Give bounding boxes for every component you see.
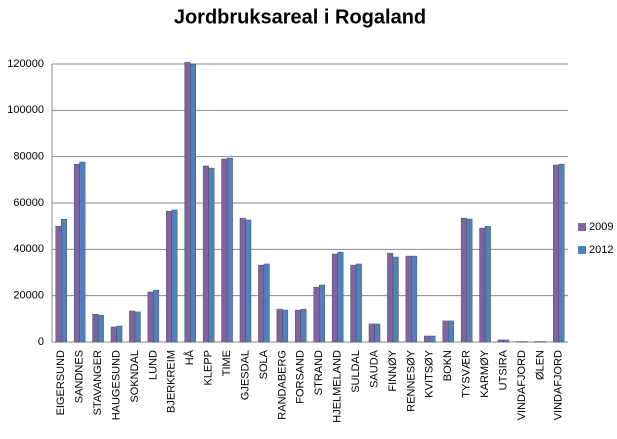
bar <box>171 209 178 343</box>
bar <box>319 284 325 343</box>
bar <box>239 217 246 343</box>
bar <box>295 309 301 343</box>
x-tick-label: KARMØY <box>479 349 491 397</box>
x-tick-label: STAVANGER <box>92 350 104 415</box>
bar <box>558 163 565 343</box>
chart-title: Jordbruksareal i Rogaland <box>174 6 426 28</box>
y-tick-label: 80000 <box>13 151 44 163</box>
y-tick-label: 100000 <box>7 104 44 116</box>
x-tick-label: FORSAND <box>295 350 307 404</box>
y-tick-label: 120000 <box>7 58 44 70</box>
x-tick-label: TIME <box>221 350 233 376</box>
x-tick-label: BOKN <box>442 350 454 381</box>
x-tick-label: SAUDA <box>368 349 380 388</box>
bar <box>405 255 412 343</box>
x-tick-label: STRAND <box>313 350 325 395</box>
legend-swatch <box>578 223 586 231</box>
x-tick-label: SULDAL <box>350 350 362 393</box>
bar <box>355 263 362 343</box>
x-tick-label: KLEPP <box>203 350 215 385</box>
x-tick-label: SOKNDAL <box>129 350 141 403</box>
y-tick-label: 60000 <box>13 197 44 209</box>
x-tick-label: HAUGESUND <box>110 350 122 420</box>
x-tick-label: RENNESØY <box>405 349 417 411</box>
x-tick-label: RANDABERG <box>276 350 288 420</box>
bar <box>73 163 80 343</box>
bar <box>331 253 338 343</box>
bar <box>147 291 154 343</box>
bar <box>134 311 141 343</box>
x-tick-label: TYSVÆR <box>461 350 473 398</box>
bar <box>442 320 449 343</box>
x-tick-label: LUND <box>147 350 159 380</box>
bar <box>424 335 430 343</box>
x-tick-label: VINDAFJORD <box>553 350 565 420</box>
bar <box>55 225 62 343</box>
bar <box>282 309 289 343</box>
bar <box>429 335 436 343</box>
bar <box>313 286 320 343</box>
bar <box>129 310 136 343</box>
bar <box>350 264 357 343</box>
x-tick-label: GJESDAL <box>239 350 251 400</box>
bar <box>392 256 399 343</box>
legend-label: 2009 <box>589 221 613 233</box>
bar <box>110 326 117 343</box>
bar <box>153 289 160 343</box>
x-tick-label: UTSIRA <box>497 349 509 390</box>
bar <box>258 264 265 343</box>
bar <box>190 63 196 343</box>
bar <box>411 255 418 343</box>
legend-label: 2012 <box>589 244 613 256</box>
x-tick-label: EIGERSUND <box>55 350 67 415</box>
y-tick-label: 20000 <box>13 290 44 302</box>
bar <box>276 308 283 343</box>
bar <box>97 314 104 343</box>
bar <box>553 164 559 343</box>
y-tick-label: 0 <box>38 336 44 348</box>
bar <box>300 308 307 343</box>
bar <box>226 157 233 343</box>
bar <box>460 217 467 343</box>
bar <box>202 165 209 343</box>
x-tick-label: KVITSØY <box>424 349 436 397</box>
bar <box>92 314 99 343</box>
x-tick-label: HÅ <box>183 349 196 365</box>
x-tick-label: HJELMELAND <box>332 350 344 423</box>
bar <box>497 339 504 343</box>
x-tick-label: VINDAFJORD <box>516 350 528 420</box>
bar <box>116 325 123 343</box>
bar <box>479 227 486 343</box>
bar <box>448 320 454 343</box>
bar <box>245 219 252 343</box>
x-tick-label: SOLA <box>258 349 270 379</box>
bar <box>387 252 394 343</box>
bar <box>166 210 172 343</box>
bar <box>61 219 67 343</box>
bar <box>208 167 215 343</box>
bar <box>337 251 344 343</box>
x-tick-label: SANDNES <box>74 350 86 403</box>
bar <box>374 323 381 343</box>
legend-swatch <box>578 246 586 254</box>
bar <box>79 161 86 343</box>
x-tick-label: FINNØY <box>387 349 399 391</box>
bar <box>221 158 228 343</box>
bar <box>263 263 270 343</box>
bar <box>484 225 491 343</box>
bar <box>503 339 510 343</box>
bar <box>368 323 375 343</box>
x-tick-label: BJERKREIM <box>166 350 178 413</box>
y-tick-label: 40000 <box>13 243 44 255</box>
x-tick-label: ØLEN <box>534 350 546 380</box>
bar <box>184 61 191 343</box>
bar <box>466 218 473 343</box>
